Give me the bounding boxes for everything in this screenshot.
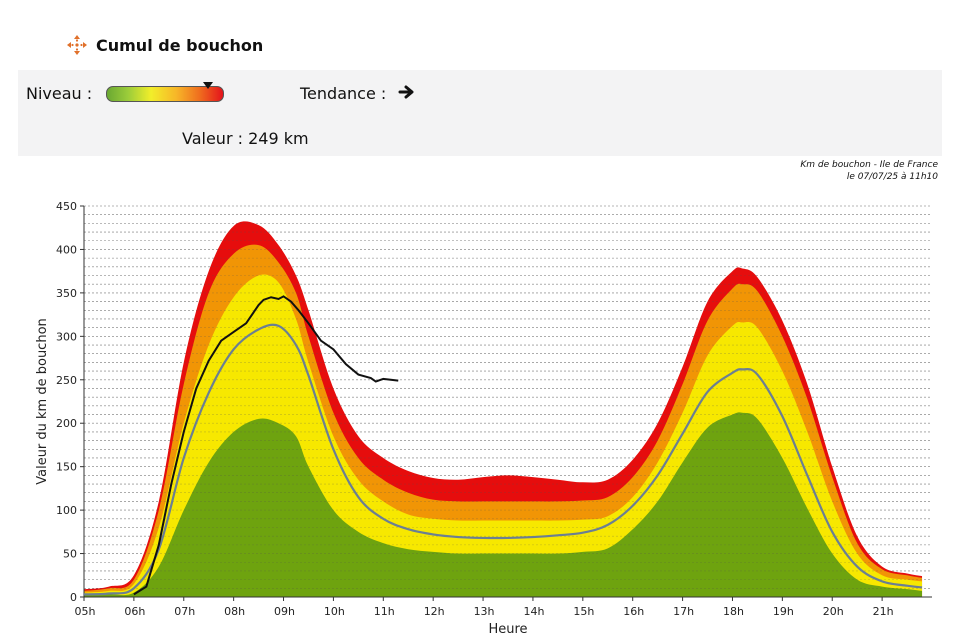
chart-bands — [84, 205, 932, 598]
header: Cumul de bouchon — [66, 34, 263, 56]
green-band — [84, 412, 923, 597]
x-tick-label: 20h — [823, 605, 844, 618]
chart-axes: 0 50 100 150 200 250 300 350 400 450 05h 06h 07h 08h 0… — [56, 200, 932, 618]
x-tick-label: 15h — [573, 605, 594, 618]
x-tick-label: 21h — [873, 605, 894, 618]
x-tick-label: 08h — [224, 605, 245, 618]
x-tick-label: 06h — [124, 605, 145, 618]
niveau-label: Niveau : — [26, 84, 93, 103]
y-tick-label: 150 — [56, 461, 77, 474]
y-tick-label: 200 — [56, 417, 77, 430]
x-tick-label: 12h — [424, 605, 445, 618]
y-tick-label: 400 — [56, 243, 77, 256]
traffic-chart: 0 50 100 150 200 250 300 350 400 450 05h 06h 07h 08h 0… — [35, 200, 932, 637]
x-tick-label: 07h — [174, 605, 195, 618]
x-tick-label: 19h — [773, 605, 794, 618]
x-tick-label: 16h — [623, 605, 644, 618]
source-line-2: le 07/07/25 à 11h10 — [846, 172, 938, 182]
x-tick-label: 14h — [523, 605, 544, 618]
x-tick-label: 13h — [474, 605, 495, 618]
y-tick-label: 0 — [70, 591, 77, 604]
chart-lines — [83, 295, 923, 596]
source-line-1: Km de bouchon - Ile de France — [800, 160, 938, 170]
median-line — [83, 323, 923, 596]
y-tick-label: 100 — [56, 504, 77, 517]
status-panel: Niveau : Tendance : Valeur : 249 km — [18, 70, 942, 156]
y-tick-label: 350 — [56, 287, 77, 300]
valeur-value: Valeur : 249 km — [182, 129, 309, 148]
x-tick-label: 10h — [324, 605, 345, 618]
x-tick-label: 17h — [673, 605, 694, 618]
page-title: Cumul de bouchon — [96, 35, 264, 55]
x-axis-title: Heure — [488, 622, 527, 637]
niveau-gauge — [106, 86, 224, 102]
y-tick-label: 50 — [63, 548, 77, 561]
niveau-gauge-marker — [203, 82, 214, 89]
y-axis-title: Valeur du km de bouchon — [35, 318, 50, 485]
chart-source: Km de bouchon - Ile de France le 07/07/2… — [800, 159, 938, 183]
tendance-label: Tendance : — [300, 84, 387, 103]
x-tick-label: 11h — [374, 605, 395, 618]
x-tick-label: 09h — [274, 605, 295, 618]
actual-traffic-line — [133, 295, 399, 596]
y-tick-label: 250 — [56, 374, 77, 387]
y-tick-label: 450 — [56, 200, 77, 213]
x-tick-label: 18h — [723, 605, 744, 618]
y-tick-label: 300 — [56, 330, 77, 343]
x-tick-label: 05h — [75, 605, 96, 618]
cross-arrows-icon — [67, 35, 87, 55]
arrow-right-icon — [398, 85, 414, 99]
